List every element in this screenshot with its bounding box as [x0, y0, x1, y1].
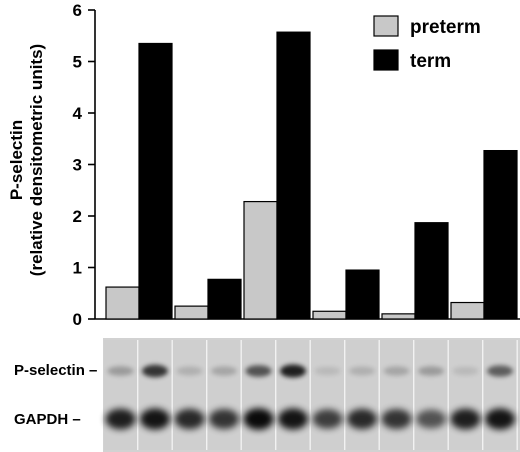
blot-band-p-selectin [245, 365, 272, 377]
blot-label-gapdh: GAPDH – [14, 411, 81, 428]
blot-band-p-selectin [211, 366, 237, 376]
y-ticks: 0 1 2 3 4 5 6 [73, 1, 95, 329]
blot-lane-2 [138, 340, 172, 450]
blot-lane-8 [345, 340, 379, 450]
bar-preterm-5 [381, 313, 416, 320]
y-axis-label-line2: (relative densitometric units) [27, 44, 46, 276]
blot-band-p-selectin [107, 366, 134, 376]
blot-lane-11 [449, 340, 482, 450]
blot-band-p-selectin [487, 365, 513, 377]
bar-term-6 [483, 149, 518, 320]
legend: preterm term [373, 15, 481, 72]
blot-band-gapdh [485, 408, 515, 430]
y-tick-label: 2 [73, 207, 82, 226]
bar-term-1 [138, 42, 173, 320]
blot-lane-5 [242, 340, 275, 450]
bar-term-3 [276, 31, 311, 320]
western-blot: P-selectin – GAPDH – [14, 338, 520, 452]
legend-label-term: term [410, 51, 451, 72]
blot-band-gapdh [312, 409, 343, 429]
blot-band-gapdh [347, 408, 377, 430]
y-tick-label: 4 [73, 104, 83, 123]
y-tick-label: 5 [73, 53, 82, 72]
legend-swatch-preterm [373, 15, 399, 37]
bar-term-4 [345, 269, 380, 320]
blot-band-p-selectin [314, 366, 341, 376]
bar-preterm-2 [174, 305, 209, 320]
blot-band-p-selectin [280, 364, 306, 378]
blot-band-gapdh [209, 409, 239, 429]
y-tick-label: 6 [73, 1, 82, 20]
blot-band-gapdh [450, 408, 481, 430]
blot-band-gapdh [140, 408, 170, 430]
bar-preterm-1 [105, 286, 140, 320]
blot-lane-3 [173, 340, 206, 450]
blot-band-gapdh [174, 408, 205, 430]
blot-band-gapdh [243, 408, 274, 430]
blot-lane-4 [207, 340, 241, 450]
blot-band-p-selectin [452, 366, 479, 376]
blot-lane-1 [104, 340, 137, 450]
blot-lane-12 [483, 340, 517, 450]
bar-preterm-4 [312, 310, 347, 320]
blot-band-p-selectin [383, 366, 410, 376]
bar-term-5 [414, 222, 449, 320]
bars [105, 31, 518, 320]
blot-band-gapdh [416, 409, 446, 429]
blot-band-gapdh [105, 408, 136, 430]
blot-lane-9 [380, 340, 413, 450]
y-tick-label: 1 [73, 259, 82, 278]
bar-preterm-6 [450, 301, 485, 320]
blot-band-p-selectin [176, 366, 203, 376]
blot-lane-10 [414, 340, 448, 450]
bar-term-2 [207, 278, 242, 320]
blot-band-p-selectin [349, 366, 375, 376]
y-axis-label-line1: P-selectin [7, 120, 26, 200]
blot-band-gapdh [278, 408, 308, 430]
blot-band-p-selectin [142, 364, 168, 378]
legend-swatch-term [373, 49, 399, 71]
blot-lanes [104, 340, 518, 450]
blot-lane-7 [311, 340, 344, 450]
y-tick-label: 0 [73, 310, 82, 329]
y-axis-label: P-selectin (relative densitometric units… [7, 44, 46, 276]
legend-label-preterm: preterm [410, 17, 481, 38]
blot-band-gapdh [381, 409, 412, 429]
blot-band-p-selectin [418, 366, 444, 376]
blot-label-p-selectin: P-selectin – [14, 362, 97, 379]
bar-preterm-3 [243, 200, 278, 320]
blot-lane-6 [276, 340, 310, 450]
y-tick-label: 3 [73, 156, 82, 175]
